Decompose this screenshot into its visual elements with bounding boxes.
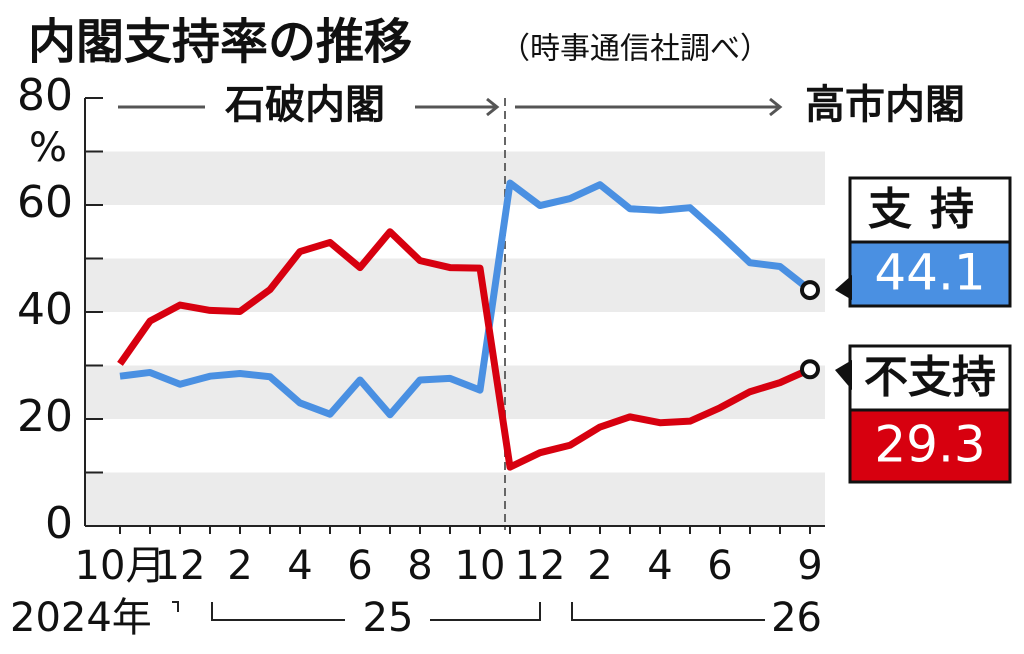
band — [85, 151, 825, 205]
arrows — [118, 97, 783, 117]
x-tick-label: 4 — [287, 543, 312, 589]
y-tick-label: 0 — [45, 498, 73, 549]
year-label: 26 — [771, 595, 822, 641]
band — [85, 472, 825, 526]
y-tick-label: 40 — [17, 284, 73, 335]
year-label: 25 — [363, 595, 414, 641]
end-marker — [800, 280, 820, 301]
x-tick-label: 8 — [407, 543, 432, 589]
value-label: 44.1 — [874, 244, 985, 302]
value-label: 29.3 — [874, 416, 985, 474]
x-tick-label: 4 — [647, 543, 672, 589]
line — [119, 179, 813, 419]
bands — [85, 151, 825, 526]
y-tick-label: 20 — [17, 391, 73, 442]
x-tick-label: 12 — [515, 543, 566, 589]
x-tick-label: 6 — [347, 543, 372, 589]
annotation: 石破内閣 — [225, 82, 385, 128]
x-tick-label: 2 — [587, 543, 612, 589]
legend-label: 不支持 — [864, 352, 996, 403]
end-marker — [800, 359, 820, 380]
x-tick-label: 10 — [455, 543, 506, 589]
x-tick-label: 10月 — [75, 543, 166, 589]
legend-label: 支持 — [868, 184, 992, 235]
x-tick-label: 12 — [155, 543, 206, 589]
y-tick-label: 80 — [17, 70, 73, 121]
x-tick-label: 6 — [707, 543, 732, 589]
x-tick-label: 2 — [227, 543, 252, 589]
y-axis-unit: % — [29, 125, 67, 171]
chart-subtitle: （時事通信社調べ） — [500, 32, 770, 67]
x-tick-label: 9 — [797, 543, 822, 589]
line — [117, 228, 812, 471]
y-tick-label: 60 — [17, 177, 73, 228]
year-brackets — [172, 601, 765, 621]
year-label: 2024年 — [10, 595, 152, 641]
legend-box — [835, 176, 1012, 484]
chart-title: 内閣支持率の推移 — [28, 14, 412, 70]
annotation: 高市内閣 — [805, 82, 965, 128]
